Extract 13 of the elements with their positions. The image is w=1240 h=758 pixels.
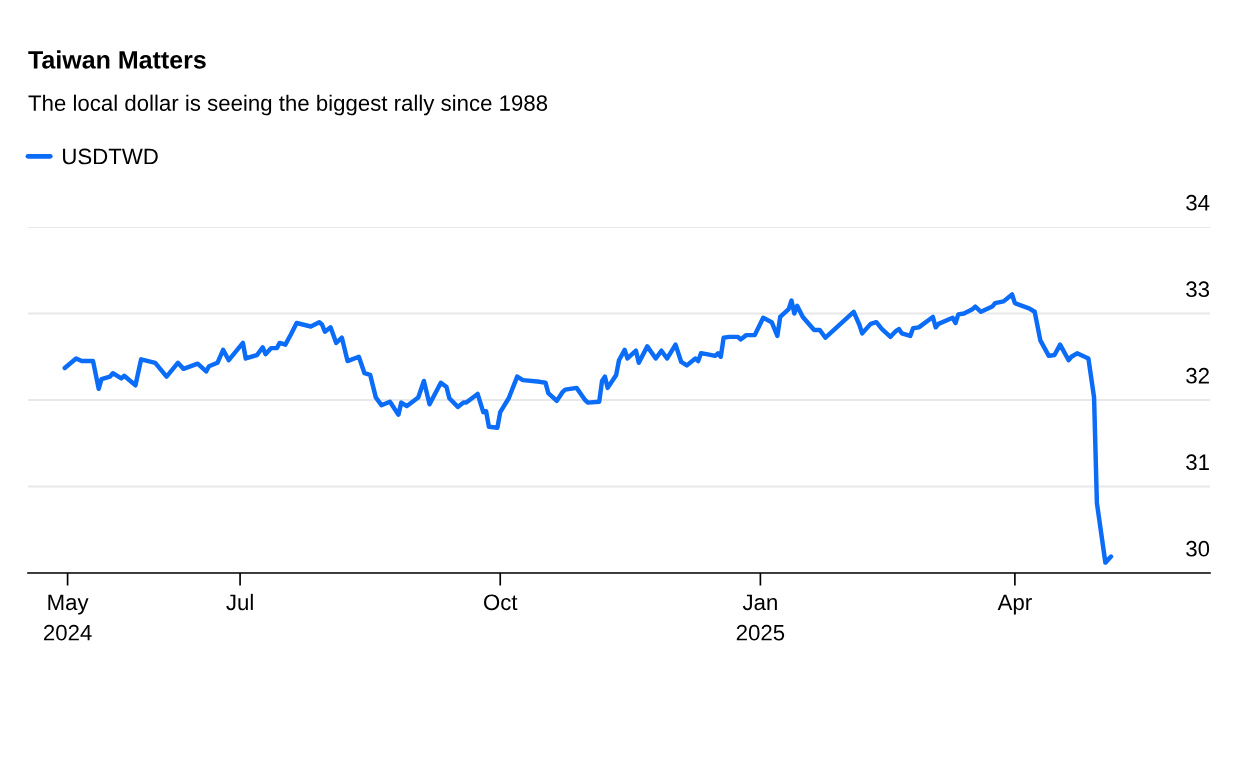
y-tick-label: 32 (1186, 367, 1209, 384)
x-tick-label: Jul (226, 593, 253, 611)
y-tick-label: 31 (1186, 454, 1209, 471)
chart-subtitle: The local dollar is seeing the biggest rally since 1988 (28, 94, 548, 116)
x-tick-label: Apr (997, 594, 1032, 615)
legend-label: USDTWD (63, 148, 158, 165)
x-tick-label: Jan 2025 (736, 594, 785, 641)
y-tick-label: 34 (1186, 194, 1210, 211)
chart-title: Taiwan Matters (28, 50, 206, 69)
x-tick-label: Oct (484, 594, 518, 611)
y-tick-label: 30 (1186, 540, 1210, 557)
y-tick-label: 33 (1186, 281, 1210, 298)
x-tick-label: May 2024 (43, 594, 92, 641)
